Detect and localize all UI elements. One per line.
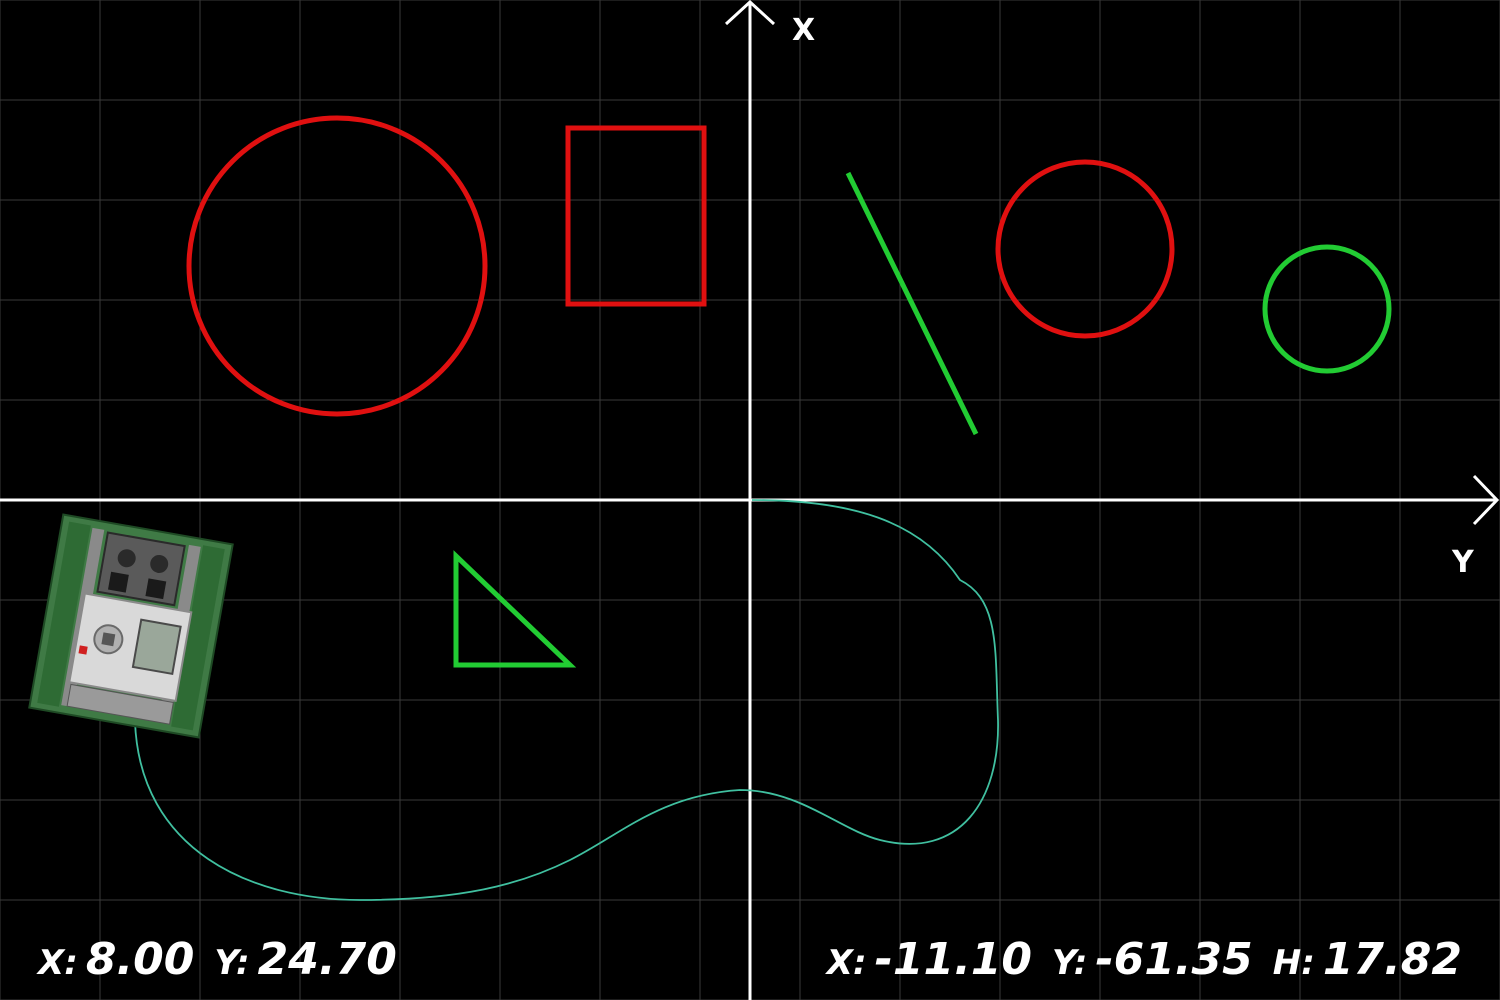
- target-x-label: X:: [38, 943, 78, 983]
- robot-gear-left: [117, 549, 136, 568]
- target-x-value: 8.00: [85, 934, 195, 985]
- robot[interactable]: [28, 513, 234, 739]
- robot-right-rail: [171, 545, 225, 731]
- robot-pose-readout: X: -11.10 Y: -61.35 H: 17.82: [827, 938, 1462, 982]
- robot-motor-block: [96, 531, 186, 607]
- x-axis-arrow: [724, 0, 776, 26]
- robot-x-label: X:: [826, 943, 867, 983]
- robot-screen: [131, 618, 182, 676]
- robot-bottom-plate: [66, 683, 174, 725]
- robot-y-value: -61.35: [1095, 934, 1253, 985]
- robot-gear-right: [150, 554, 169, 573]
- robot-motor-slot-left: [107, 571, 129, 593]
- red-circle-right: [995, 159, 1175, 339]
- red-circle-large: [186, 115, 488, 417]
- target-coordinates-readout: X: 8.00 Y: 24.70: [38, 938, 397, 982]
- robot-left-rail: [37, 521, 91, 707]
- y-axis-label: Y: [1452, 545, 1474, 580]
- robot-motor-slot-right: [145, 578, 167, 600]
- target-y-value: 24.70: [257, 934, 397, 985]
- target-y-label: Y:: [214, 943, 250, 983]
- robot-heading-value: 17.82: [1322, 934, 1462, 985]
- green-obstacles: [453, 171, 1392, 668]
- robot-logo: [78, 645, 88, 655]
- x-axis-label: X: [792, 13, 816, 48]
- robot-heading-label: H:: [1272, 943, 1315, 983]
- robot-dpad-center: [101, 632, 116, 647]
- robot-path: [134, 499, 999, 901]
- robot-x-value: -11.10: [874, 934, 1033, 985]
- y-axis-arrow: [1472, 474, 1500, 526]
- robot-y-label: Y:: [1052, 943, 1088, 983]
- red-obstacles: [186, 115, 1175, 417]
- green-triangle: [453, 550, 577, 668]
- robot-brick: [68, 592, 193, 703]
- green-line: [845, 171, 979, 436]
- red-rectangle: [565, 125, 707, 307]
- green-circle: [1262, 244, 1392, 374]
